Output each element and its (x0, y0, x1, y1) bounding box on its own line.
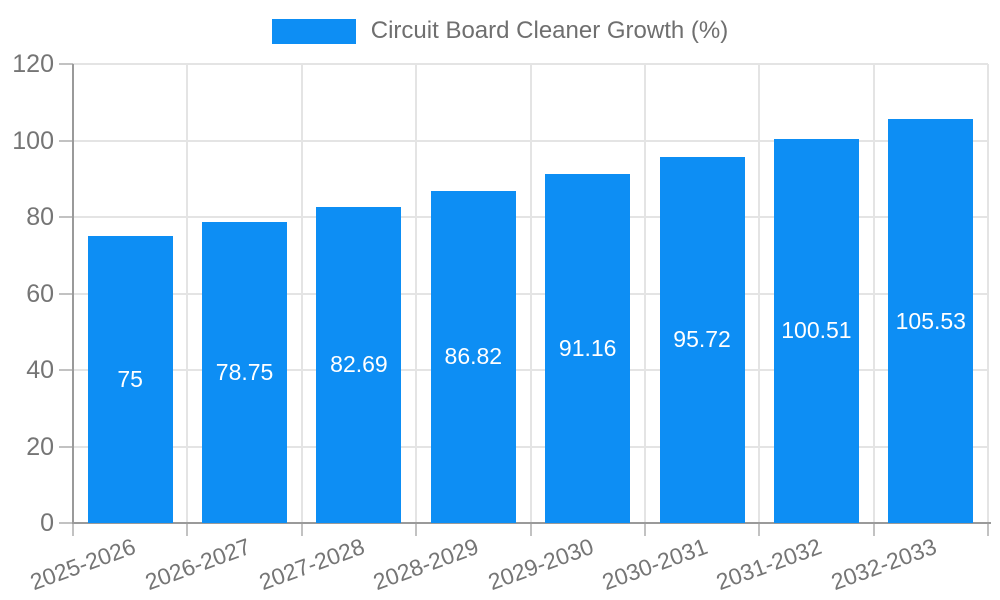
x-tick (186, 523, 189, 536)
y-tick (59, 445, 73, 448)
bar[interactable]: 100.51 (773, 138, 859, 523)
y-axis-label: 40 (26, 356, 54, 384)
x-gridline (758, 64, 761, 523)
x-axis (72, 522, 991, 524)
bar-value-label: 82.69 (330, 351, 388, 378)
y-tick (59, 63, 73, 65)
bar-value-label: 75 (117, 366, 143, 393)
x-tick (758, 523, 761, 536)
y-tick (59, 216, 73, 218)
x-gridline (186, 64, 189, 523)
bar-value-label: 100.51 (781, 317, 852, 344)
bar[interactable]: 105.53 (888, 119, 974, 523)
bar[interactable]: 91.16 (545, 174, 631, 523)
x-gridline (415, 64, 418, 523)
bar-value-label: 78.75 (215, 358, 274, 385)
legend-label: Circuit Board Cleaner Growth (%) (370, 17, 729, 44)
y-tick (59, 292, 73, 295)
legend[interactable]: Circuit Board Cleaner Growth (%) (0, 16, 1000, 46)
y-axis-label: 0 (40, 509, 54, 537)
x-gridline (643, 64, 646, 523)
y-axis (72, 64, 74, 523)
bar-value-label: 86.82 (444, 343, 503, 370)
legend-swatch (271, 18, 356, 44)
bar-value-label: 95.72 (673, 326, 731, 353)
bar[interactable]: 75 (87, 236, 173, 523)
y-axis-label: 100 (12, 126, 54, 155)
x-tick (415, 523, 418, 536)
x-tick (987, 523, 989, 536)
y-axis-label: 60 (26, 279, 54, 308)
x-gridline (529, 64, 532, 523)
x-gridline (987, 64, 989, 523)
y-axis-label: 120 (12, 50, 54, 78)
y-tick (59, 139, 73, 142)
x-tick (643, 523, 646, 536)
bar-value-label: 105.53 (895, 307, 966, 334)
y-axis-label: 20 (26, 432, 54, 461)
x-gridline (300, 64, 303, 523)
bar[interactable]: 86.82 (430, 190, 516, 523)
y-axis-label: 80 (26, 203, 54, 231)
x-tick (872, 523, 875, 536)
bar-value-label: 91.16 (558, 335, 617, 362)
y-tick (59, 369, 73, 371)
bar[interactable]: 95.72 (659, 156, 745, 523)
x-tick (529, 523, 532, 536)
x-tick (72, 523, 74, 536)
x-tick (300, 523, 303, 536)
bar[interactable]: 82.69 (316, 206, 402, 523)
bar[interactable]: 78.75 (202, 221, 288, 523)
y-tick (59, 522, 73, 524)
x-gridline (872, 64, 875, 523)
